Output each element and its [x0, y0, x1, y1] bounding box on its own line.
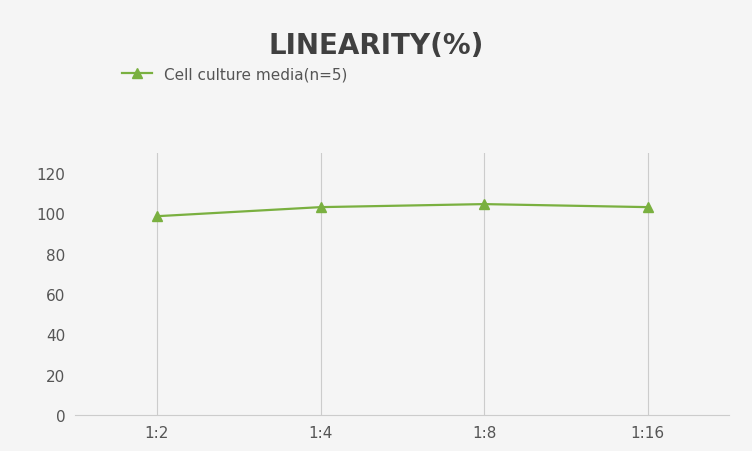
Cell culture media(n=5) — [480, 202, 489, 207]
Line: Cell culture media(n=5): Cell culture media(n=5) — [152, 200, 653, 221]
Legend: Cell culture media(n=5): Cell culture media(n=5) — [116, 62, 354, 89]
Text: LINEARITY(%): LINEARITY(%) — [268, 32, 484, 60]
Cell culture media(n=5) — [643, 205, 652, 210]
Cell culture media(n=5) — [153, 214, 162, 220]
Cell culture media(n=5) — [316, 205, 325, 210]
